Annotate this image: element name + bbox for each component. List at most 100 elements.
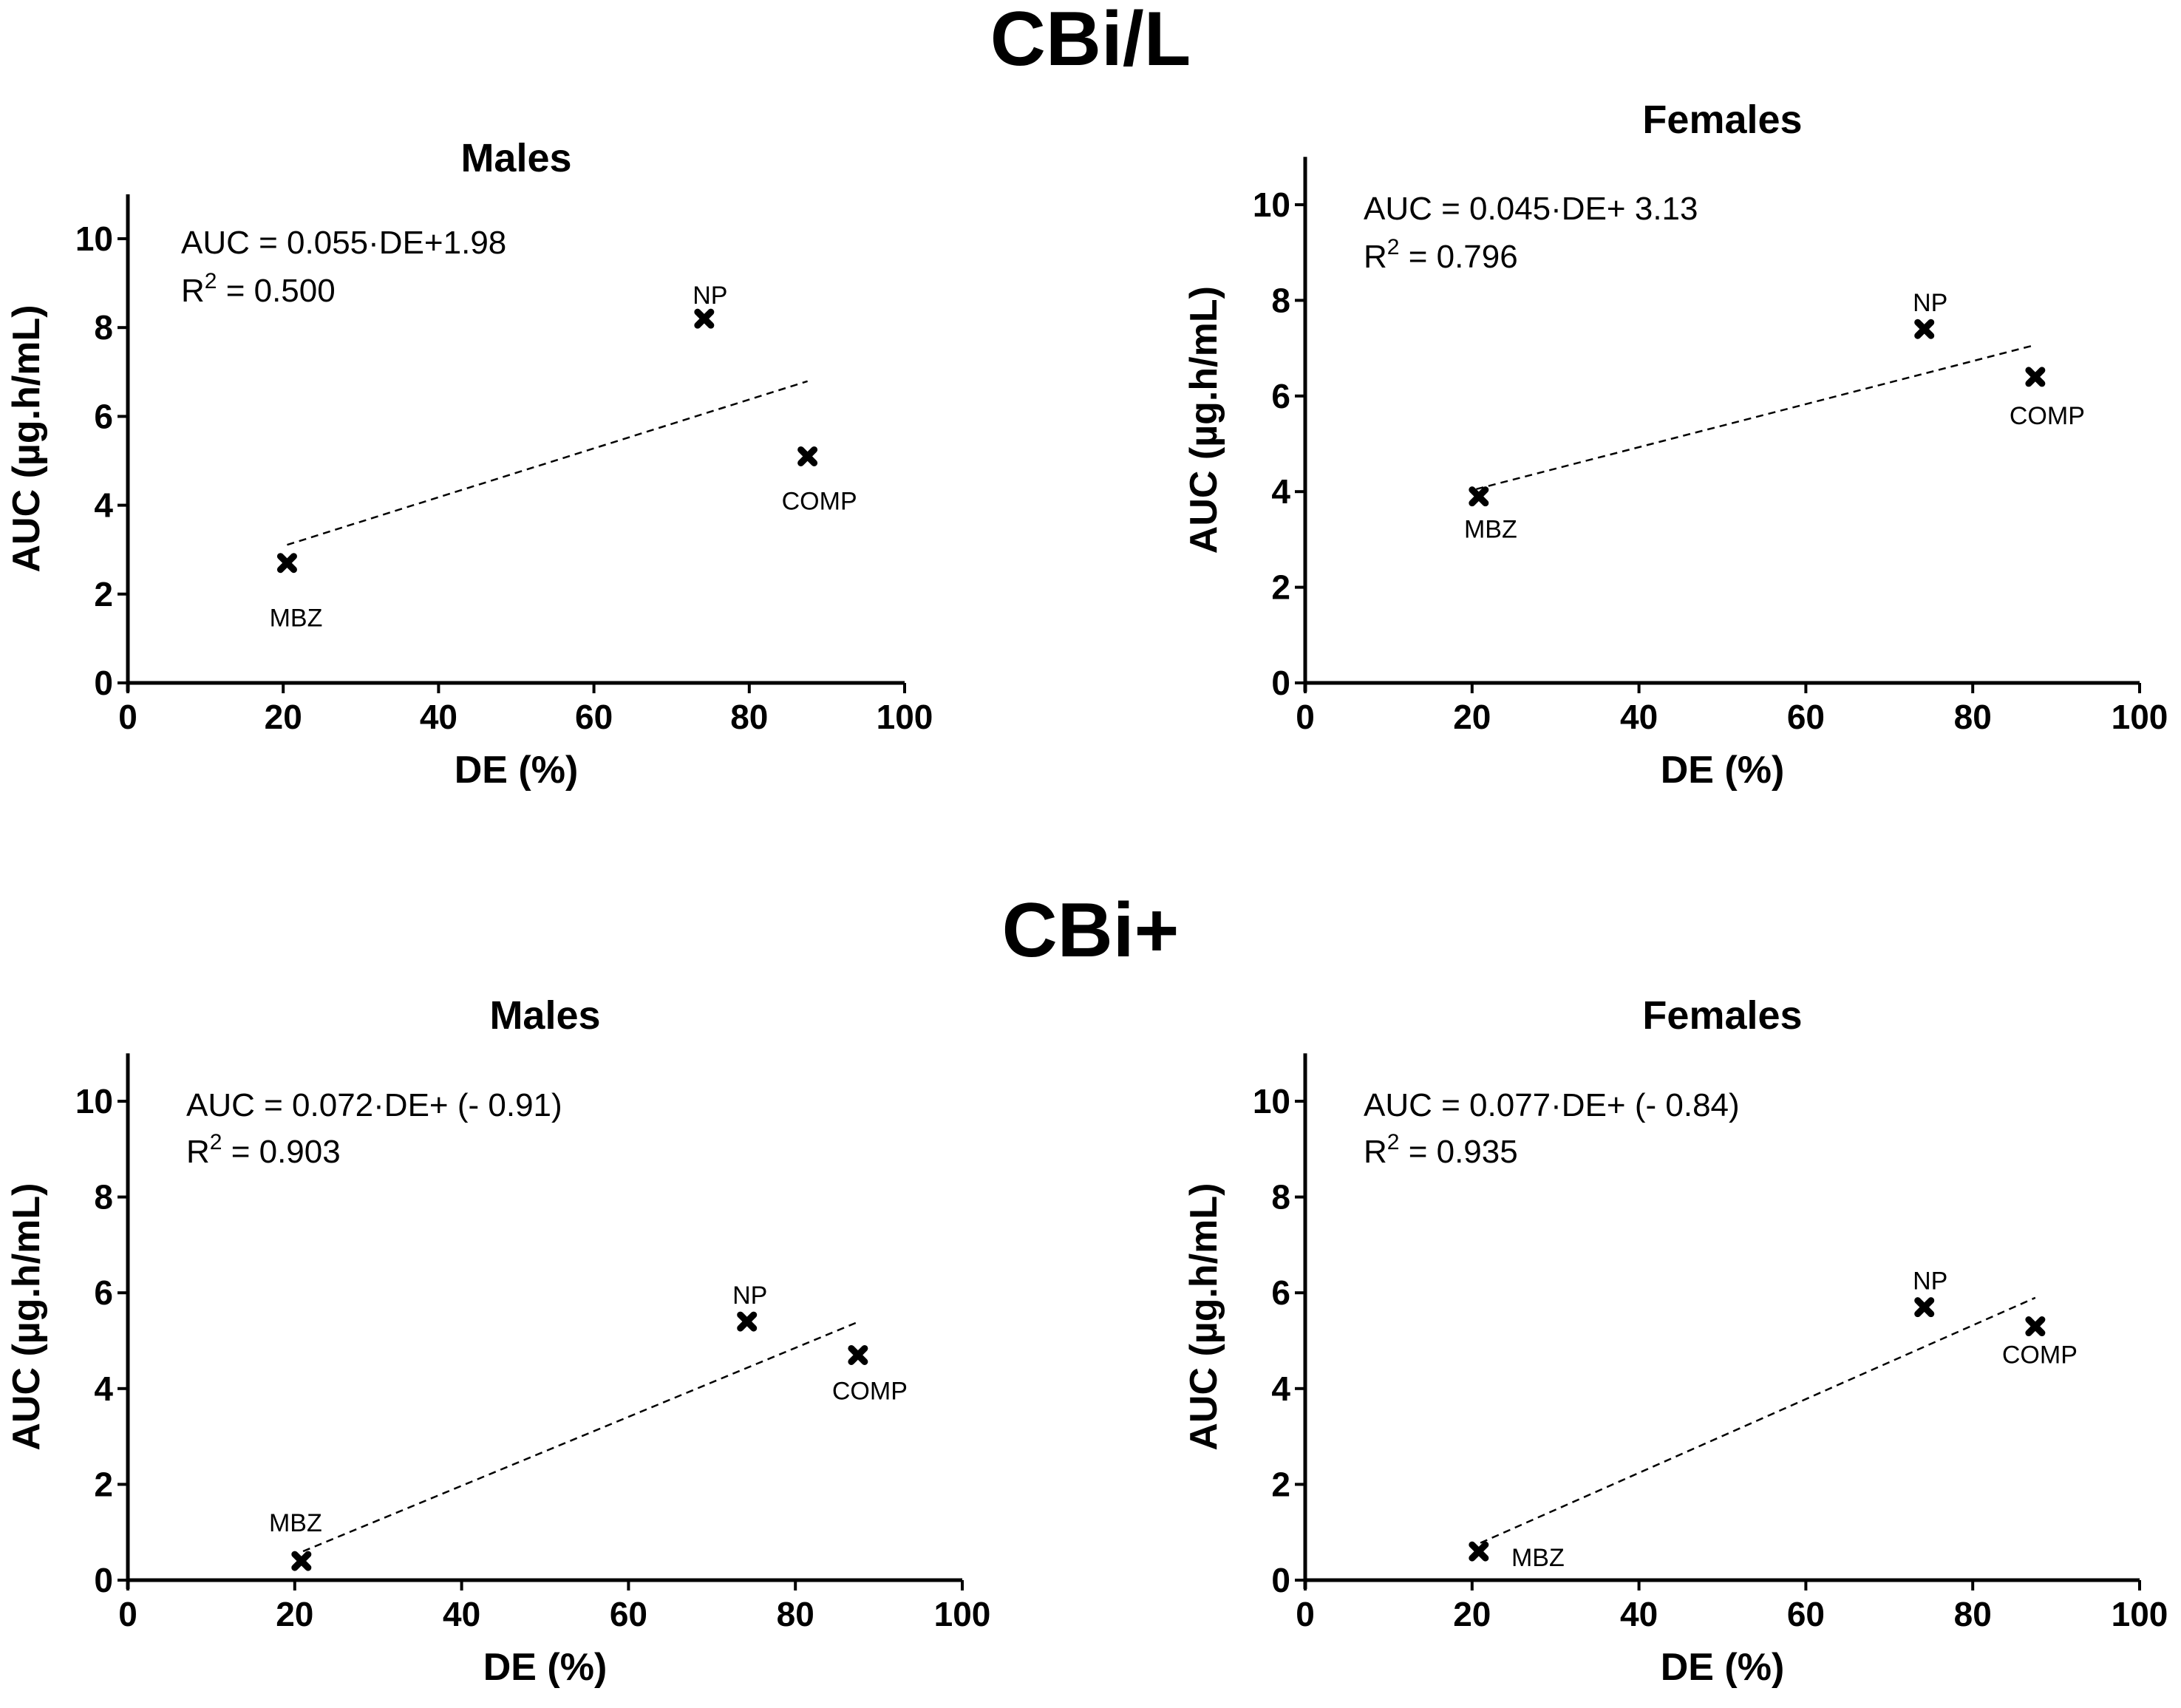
x-marker: [1914, 1297, 1935, 1318]
r-squared-value: = 0.500: [217, 273, 335, 309]
r-squared-value: = 0.903: [222, 1134, 340, 1170]
data-point-np: [1914, 319, 1935, 339]
x-tick-label: 80: [730, 698, 768, 736]
data-point-np: [694, 308, 715, 329]
y-tick-label: 10: [75, 220, 113, 258]
y-tick-label: 6: [1271, 377, 1290, 415]
panel-title: Females: [1642, 98, 1802, 142]
x-marker: [291, 1551, 312, 1571]
y-tick-label: 2: [1271, 1465, 1290, 1503]
y-tick-label: 6: [94, 397, 113, 435]
y-tick-label: 8: [1271, 1178, 1290, 1217]
r-squared-prefix: R: [186, 1134, 210, 1170]
point-label-mbz: MBZ: [270, 605, 323, 633]
data-point-comp: [2025, 367, 2046, 387]
data-point-np: [737, 1311, 758, 1332]
x-tick-label: 100: [2112, 698, 2168, 736]
x-tick-label: 100: [934, 1595, 991, 1633]
x-tick-label: 60: [610, 1595, 647, 1633]
r-squared: R2 = 0.500: [181, 269, 336, 309]
x-tick-label: 40: [1620, 1595, 1658, 1633]
r-squared-superscript: 2: [1387, 235, 1400, 259]
r-squared-prefix: R: [1364, 1134, 1387, 1170]
r-squared-superscript: 2: [1387, 1130, 1400, 1154]
y-tick-label: 4: [1271, 1370, 1290, 1408]
section-title-cbiplus: CBi+: [1001, 888, 1180, 973]
y-tick-label: 6: [1271, 1273, 1290, 1312]
y-tick-label: 4: [94, 1370, 113, 1408]
y-axis-label: AUC (µg.h/mL): [1183, 1183, 1225, 1451]
y-tick-label: 2: [94, 575, 113, 613]
x-marker: [2025, 367, 2046, 387]
x-marker: [737, 1311, 758, 1332]
x-tick-label: 0: [118, 698, 137, 736]
data-point-mbz: [291, 1551, 312, 1571]
x-tick-label: 100: [877, 698, 933, 736]
x-tick-label: 80: [1954, 1595, 1992, 1633]
r-squared: R2 = 0.935: [1364, 1130, 1518, 1170]
y-tick-label: 0: [1271, 1561, 1290, 1599]
x-tick-label: 0: [118, 1595, 137, 1633]
data-point-comp: [797, 446, 818, 466]
regression-equation: AUC = 0.077·DE+ (- 0.84): [1364, 1087, 1740, 1123]
point-label-comp: COMP: [832, 1377, 908, 1405]
data-point-mbz: [1469, 486, 1489, 507]
data-point-np: [1914, 1297, 1935, 1318]
chart-panel-2: Females 0 20 40 60 80 100 0 2 4 6 8 10 DE (%) AUC (µg.…: [1183, 98, 2168, 792]
point-label-comp: COMP: [2002, 1341, 2078, 1370]
x-tick-label: 60: [575, 698, 613, 736]
x-tick-label: 20: [265, 698, 302, 736]
x-marker: [276, 553, 297, 574]
x-marker: [694, 308, 715, 329]
x-axis-label: DE (%): [455, 749, 579, 792]
r-squared: R2 = 0.903: [186, 1130, 341, 1170]
r-squared-value: = 0.935: [1399, 1134, 1517, 1170]
y-axis-label: AUC (µg.h/mL): [5, 304, 48, 572]
x-tick-label: 100: [2112, 1595, 2168, 1633]
y-tick-label: 0: [94, 1561, 113, 1599]
regression-equation: AUC = 0.045·DE+ 3.13: [1364, 191, 1698, 227]
regression-line: [1480, 1296, 2036, 1544]
point-label-np: NP: [732, 1282, 767, 1310]
point-label-mbz: MBZ: [1511, 1544, 1565, 1572]
panel-title: Males: [460, 136, 571, 180]
point-label-np: NP: [1913, 289, 1947, 317]
y-tick-label: 2: [94, 1465, 113, 1503]
y-tick-label: 8: [1271, 281, 1290, 319]
x-tick-label: 60: [1787, 698, 1825, 736]
x-axis-label: DE (%): [483, 1646, 608, 1689]
data-point-comp: [2025, 1316, 2046, 1337]
point-label-mbz: MBZ: [269, 1509, 322, 1537]
point-label-comp: COMP: [2010, 402, 2085, 430]
section-title-cbil: CBi/L: [990, 0, 1191, 82]
x-tick-label: 20: [1453, 698, 1491, 736]
x-marker: [1469, 486, 1489, 507]
data-point-comp: [848, 1344, 868, 1365]
x-marker: [1469, 1541, 1489, 1562]
point-label-mbz: MBZ: [1464, 516, 1517, 544]
y-tick-label: 10: [1253, 1082, 1290, 1120]
r-squared: R2 = 0.796: [1364, 235, 1518, 275]
y-tick-label: 4: [94, 486, 113, 525]
x-tick-label: 80: [777, 1595, 814, 1633]
regression-line: [287, 380, 809, 546]
y-tick-label: 2: [1271, 568, 1290, 607]
data-point-mbz: [1469, 1541, 1489, 1562]
panel-title: Females: [1642, 993, 1802, 1038]
x-marker: [848, 1344, 868, 1365]
x-tick-label: 40: [443, 1595, 480, 1633]
point-label-np: NP: [693, 282, 727, 310]
x-tick-label: 40: [420, 698, 457, 736]
chart-panel-3: Males 0 20 40 60 80 100 0 2 4 6 8 10 DE (%) AUC (µg.h/…: [5, 993, 990, 1689]
y-tick-label: 10: [1253, 186, 1290, 224]
x-tick-label: 0: [1296, 698, 1315, 736]
y-tick-label: 8: [94, 1178, 113, 1217]
y-tick-label: 8: [94, 308, 113, 347]
x-marker: [797, 446, 818, 466]
r-squared-value: = 0.796: [1399, 239, 1517, 275]
r-squared-superscript: 2: [205, 269, 217, 293]
r-squared-prefix: R: [181, 273, 205, 309]
x-tick-label: 0: [1296, 1595, 1315, 1633]
regression-equation: AUC = 0.055·DE+1.98: [181, 225, 506, 261]
